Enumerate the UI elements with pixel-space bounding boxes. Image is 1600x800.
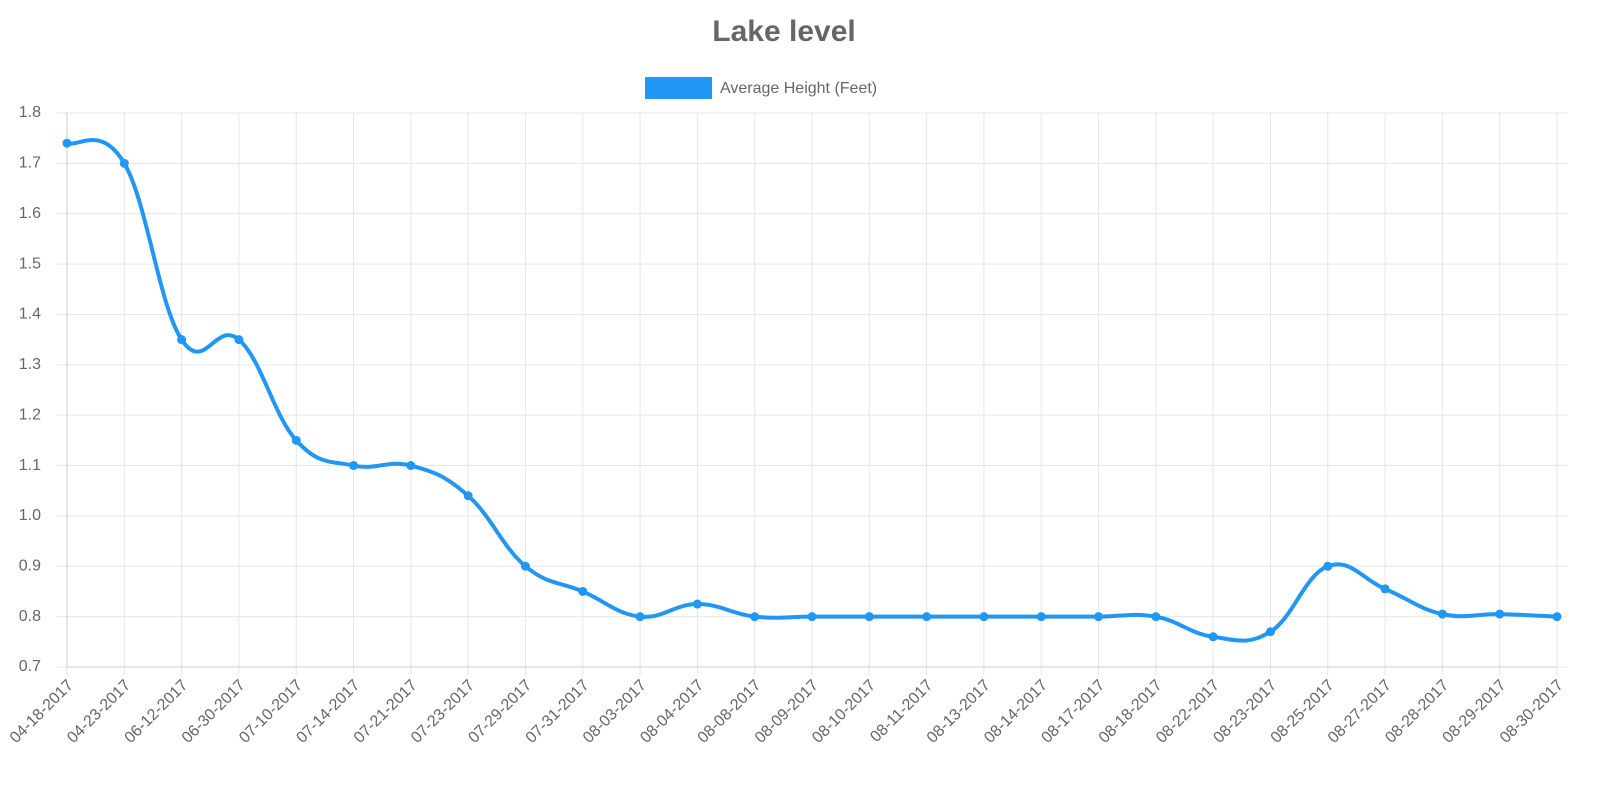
data-point [62,138,72,148]
data-point [291,435,301,445]
y-tick-label: 1.5 [19,255,41,272]
data-point [463,491,473,501]
data-point [349,461,359,471]
data-point [406,461,416,471]
data-point [1495,609,1505,619]
y-tick-label: 0.9 [19,557,41,574]
data-point [234,335,244,345]
y-tick-label: 1.0 [19,507,41,524]
y-tick-label: 1.2 [19,406,41,423]
legend-swatch [645,77,712,99]
y-tick-label: 1.7 [19,155,41,172]
chart-title: Lake level [712,15,855,48]
data-point [750,612,760,622]
data-point [1380,584,1390,594]
y-tick-label: 1.1 [19,457,41,474]
data-point [520,561,530,571]
data-point [1036,612,1046,622]
y-tick-label: 0.8 [19,608,41,625]
y-tick-label: 1.4 [19,306,41,323]
data-point [807,612,817,622]
data-point [922,612,932,622]
data-point [1094,612,1104,622]
y-tick-label: 0.7 [19,658,41,675]
data-point [119,158,129,168]
data-point [1552,612,1562,622]
data-point [1208,632,1218,642]
data-point [864,612,874,622]
data-point [1151,612,1161,622]
data-point [635,612,645,622]
data-point [578,586,588,596]
data-point [1323,561,1333,571]
data-point [692,599,702,609]
y-tick-label: 1.6 [19,205,41,222]
y-tick-label: 1.8 [19,104,41,121]
legend-label: Average Height (Feet) [720,80,877,97]
data-point [979,612,989,622]
data-point [1437,609,1447,619]
data-point [177,335,187,345]
y-tick-label: 1.3 [19,356,41,373]
data-point [1265,627,1275,637]
